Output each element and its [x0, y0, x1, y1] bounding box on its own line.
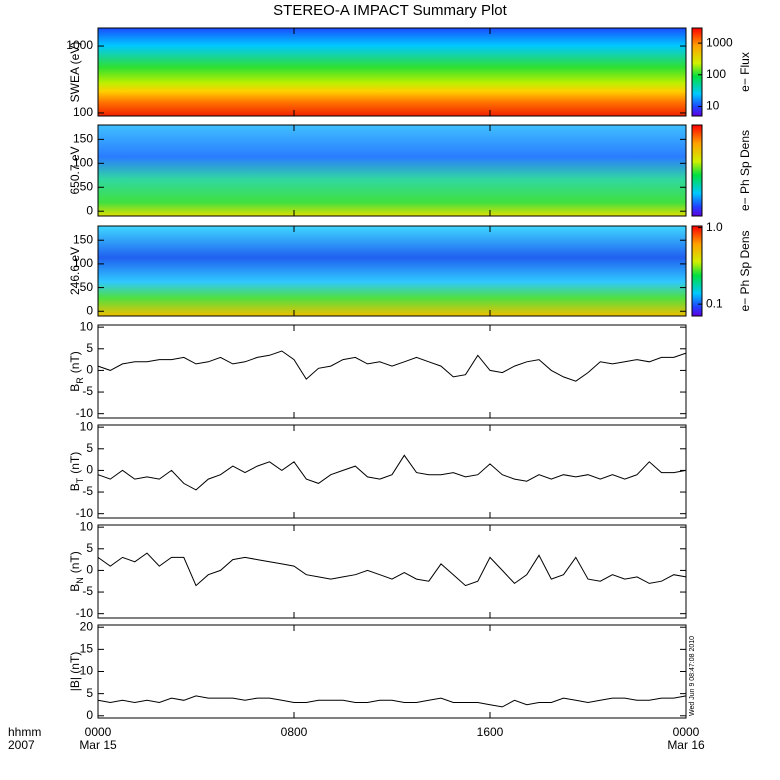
y-axis-label: 246.6 eV [68, 247, 82, 295]
colorbar-tick-label: 0.1 [706, 296, 723, 310]
colorbar-tick-label: 1000 [706, 35, 733, 49]
x-tick-label: 0000 [673, 725, 700, 739]
colorbar-tick-label: 1.0 [706, 220, 723, 234]
plot-frame [97, 124, 687, 217]
data-line [97, 454, 687, 491]
timestamp: Wed Jun 9 08:47:08 2010 [689, 636, 696, 716]
y-tick-label: 10 [80, 319, 94, 333]
y-axis-label-main: 650.7 eV [68, 146, 82, 194]
spectrogram [98, 125, 686, 216]
y-tick-label: -10 [76, 406, 94, 420]
y-axis-label: BN (nT) [68, 551, 85, 592]
data-line [97, 350, 687, 382]
y-tick-label: 20 [80, 619, 94, 633]
plot-frame [97, 524, 687, 619]
y-tick-label: 10 [80, 519, 94, 533]
y-tick-label: 10 [80, 419, 94, 433]
y-axis-label: |B| (nT) [68, 652, 82, 692]
y-tick-label: 100 [73, 256, 93, 270]
x-tick-label: 0800 [281, 725, 308, 739]
y-axis-label-sub: N [75, 577, 85, 584]
y-tick-label: -10 [76, 506, 94, 520]
chart-title: STEREO-A IMPACT Summary Plot [273, 2, 507, 19]
y-tick-label: 150 [73, 232, 93, 246]
y-tick-label: 150 [73, 132, 93, 146]
y-axis-label-unit: (nT) [68, 351, 82, 373]
plot-frame [97, 324, 687, 419]
y-axis-label-sub: T [75, 477, 85, 483]
colorbar [691, 27, 703, 117]
y-tick-label: 0 [86, 303, 93, 317]
y-axis-label-sub: R [75, 377, 85, 384]
y-tick-label: 0 [86, 363, 93, 377]
colorbar-tick-label: 10 [706, 99, 720, 113]
y-axis-label: BT (nT) [68, 452, 85, 492]
y-axis-label-unit: (nT) [68, 551, 82, 573]
y-tick-label: 0 [86, 563, 93, 577]
colorbar-tick-label: 100 [706, 67, 726, 81]
y-tick-label: 10 [80, 664, 94, 678]
y-tick-label: 5 [86, 686, 93, 700]
y-tick-label: 0 [86, 708, 93, 722]
y-tick-label: 0 [86, 203, 93, 217]
y-tick-label: 50 [80, 280, 94, 294]
x-tick-label: 1600 [477, 725, 504, 739]
y-axis-label-main: B [68, 584, 82, 592]
spectrogram [98, 226, 686, 316]
time-label: hhmm [8, 725, 41, 739]
y-tick-label: 15 [80, 642, 94, 656]
x-tick-label: 0000 [85, 725, 112, 739]
plot-frame [97, 424, 687, 519]
y-axis-label-main: B [68, 483, 82, 491]
x-tick-date: Mar 16 [667, 738, 705, 752]
y-axis-label: SWEA (eV) [68, 42, 82, 103]
colorbar-label: e− Ph Sp Dens [738, 230, 752, 311]
plot-frame [97, 624, 687, 719]
colorbar-label: e− Ph Sp Dens [738, 130, 752, 211]
colorbar [691, 225, 703, 317]
y-axis-label-main: |B| (nT) [68, 652, 82, 692]
y-tick-label: 5 [86, 541, 93, 555]
y-axis-label-main: 246.6 eV [68, 247, 82, 295]
colorbar [691, 124, 703, 217]
y-axis-label: BR (nT) [68, 351, 85, 392]
y-tick-label: 100 [73, 155, 93, 169]
y-axis-label: 650.7 eV [68, 146, 82, 194]
y-tick-label: 5 [86, 341, 93, 355]
y-tick-label: 0 [86, 463, 93, 477]
year-label: 2007 [8, 738, 35, 752]
plot-frame [97, 225, 687, 317]
y-axis-label-main: SWEA (eV) [68, 42, 82, 103]
x-tick-date: Mar 15 [79, 738, 117, 752]
data-line [97, 552, 687, 587]
y-tick-label: -5 [82, 484, 93, 498]
spectrogram [98, 28, 686, 116]
y-tick-label: -5 [82, 384, 93, 398]
y-tick-label: 100 [73, 105, 93, 119]
plot-frame [97, 27, 687, 117]
colorbar-label: e− Flux [738, 52, 752, 92]
y-tick-label: 50 [80, 179, 94, 193]
y-tick-label: -5 [82, 584, 93, 598]
y-axis-label-unit: (nT) [68, 452, 82, 474]
y-tick-label: -10 [76, 606, 94, 620]
data-line [97, 695, 687, 708]
y-tick-label: 5 [86, 441, 93, 455]
y-axis-label-main: B [68, 384, 82, 392]
y-tick-label: 1000 [66, 38, 93, 52]
